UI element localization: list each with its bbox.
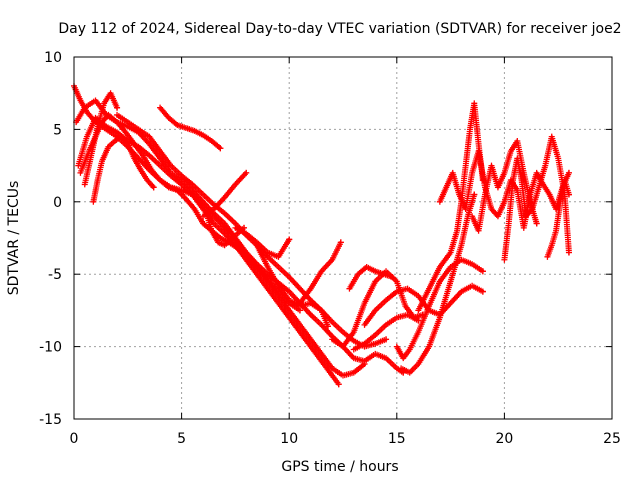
data-point: [479, 288, 486, 295]
data-point: [533, 220, 540, 227]
y-tick-label: -5: [48, 267, 62, 283]
data-point: [335, 381, 342, 388]
y-tick-label: -10: [39, 340, 62, 356]
data-point: [565, 169, 572, 176]
x-tick-label: 20: [495, 431, 513, 447]
series-sat-l: [253, 242, 331, 330]
series-sat-v: [469, 137, 540, 234]
series-sat-u: [436, 148, 572, 231]
data-point: [471, 191, 478, 198]
series-sat-o: [346, 263, 396, 292]
series-sat-x: [544, 177, 572, 260]
y-tick-label: 0: [53, 195, 62, 211]
series-sat-i: [200, 169, 250, 220]
y-axis-label: SDTVAR / TECUs: [6, 181, 22, 296]
series-sat-g: [90, 133, 157, 205]
x-tick-labels: 0 5 10 15 20 25: [70, 431, 621, 447]
series-sat-f: [81, 90, 121, 188]
data-point: [114, 104, 121, 111]
data-point: [286, 236, 293, 243]
series-sat-s: [398, 191, 478, 376]
x-tick-label: 25: [603, 431, 621, 447]
chart-title: Day 112 of 2024, Sidereal Day-to-day VTE…: [58, 21, 621, 37]
data-point: [243, 169, 250, 176]
data-series: [71, 82, 572, 388]
x-tick-label: 15: [388, 431, 406, 447]
data-point: [479, 268, 486, 275]
y-tick-label: 10: [44, 50, 62, 66]
data-point: [150, 184, 157, 191]
plot-border: [73, 56, 613, 420]
series-sat-m: [296, 239, 344, 307]
data-point: [383, 336, 390, 343]
series-sat-d: [114, 111, 390, 350]
series-sat-t: [415, 100, 486, 314]
x-tick-label: 5: [177, 431, 186, 447]
data-point: [337, 239, 344, 246]
series-sat-r: [393, 256, 486, 362]
x-tick-label: 0: [70, 431, 79, 447]
data-point: [565, 191, 572, 198]
y-tick-label: 5: [53, 122, 62, 138]
data-point: [565, 249, 572, 256]
series-sat-h: [157, 104, 224, 152]
series-sat-q: [361, 282, 486, 328]
y-tick-labels: 10 5 0 -5 -10 -15: [39, 50, 62, 428]
x-axis-label: GPS time / hours: [281, 459, 398, 475]
y-tick-label: -15: [39, 412, 62, 428]
data-point: [324, 323, 331, 330]
data-point: [217, 145, 224, 152]
data-point: [389, 274, 396, 281]
x-tick-label: 10: [280, 431, 298, 447]
series-sat-p: [350, 311, 422, 353]
series-sat-k: [232, 224, 293, 260]
